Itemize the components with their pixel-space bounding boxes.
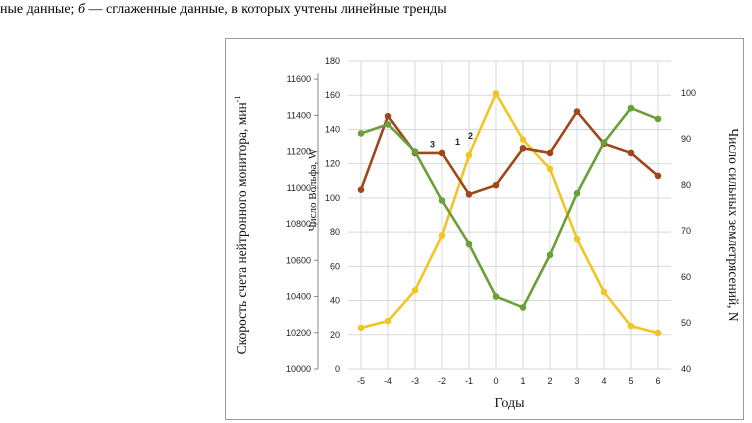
series-1-point xyxy=(654,329,662,337)
series-1-point xyxy=(411,286,419,294)
series-3-point xyxy=(546,251,554,259)
line-chart: 1000010200104001060010800110001120011400… xyxy=(233,56,741,411)
x-axis-tick-label: -5 xyxy=(357,376,365,386)
left-axis-tick-label: 10200 xyxy=(286,328,311,338)
left-axis-title: Скорость счета нейтронного монитора, мин… xyxy=(233,96,249,355)
x-axis-tick-label: 4 xyxy=(601,376,606,386)
mid-axis-tick-label: 140 xyxy=(325,124,340,134)
right-axis-tick-label: 90 xyxy=(681,134,691,144)
mid-axis-tick-label: 100 xyxy=(325,193,340,203)
caption-suffix: — сглаженные данные, в которых учтены ли… xyxy=(85,2,447,17)
mid-axis-tick-label: 180 xyxy=(325,56,340,66)
series-3-line xyxy=(360,106,659,309)
series-2-point xyxy=(519,145,527,152)
left-axis-tick-label: 10600 xyxy=(286,255,311,265)
right-axis-tick-label: 70 xyxy=(681,226,691,236)
right-axis-tick-label: 100 xyxy=(681,88,696,98)
series-2-point xyxy=(384,112,392,120)
chart-frame: 10000 10200 10400 10600 10800 11000 11200 11400… xyxy=(225,38,744,420)
right-axis-tick-label: 40 xyxy=(681,364,691,374)
series-1-line xyxy=(360,92,659,335)
series-1-point xyxy=(465,151,473,159)
series-3-point xyxy=(438,197,446,204)
x-axis-tick-label: -1 xyxy=(465,376,473,386)
series-3-point xyxy=(627,104,635,112)
mid-axis-tick-label: 0 xyxy=(335,364,340,374)
mid-axis-tick-label: 40 xyxy=(330,296,340,306)
series-2-point xyxy=(465,191,473,198)
series-1-point xyxy=(492,90,500,97)
x-axis-tick-label: 2 xyxy=(547,376,552,386)
series-2-point xyxy=(492,181,500,189)
right-axis-tick-label: 60 xyxy=(681,272,691,282)
mid-axis-tick-label: 60 xyxy=(330,261,340,271)
series-1-point xyxy=(384,317,392,325)
mid-axis-tick-label: 20 xyxy=(330,330,340,340)
series-2-label: 2 xyxy=(468,131,473,141)
x-axis-tick-label: 1 xyxy=(520,376,525,386)
mid-axis-tick-label: 80 xyxy=(330,227,340,237)
series-2-point xyxy=(654,172,662,180)
figure-caption: ные данные; б — сглаженные данные, в кот… xyxy=(0,2,447,18)
series-3-point xyxy=(573,189,581,197)
series-3-label: 3 xyxy=(430,140,435,150)
left-axis-tick-label: 11400 xyxy=(287,110,311,120)
series-3-point xyxy=(357,130,365,137)
x-axis-tick-label: 0 xyxy=(493,376,498,386)
x-axis-tick-label: -3 xyxy=(411,376,419,386)
left-axis-tick-label: 11200 xyxy=(287,147,311,157)
series-1-point xyxy=(573,235,581,243)
left-axis-tick-label: 10000 xyxy=(286,364,311,374)
series-3-point xyxy=(519,304,527,311)
caption-prefix: ные данные; xyxy=(0,2,78,17)
series-2-point xyxy=(357,186,365,194)
left-axis-title-superscript: -1 xyxy=(233,96,242,103)
x-axis-tick-label: 5 xyxy=(628,376,633,386)
series-1-point xyxy=(357,324,365,332)
series-3-point xyxy=(411,148,419,155)
series-2-point xyxy=(438,149,446,157)
series-2-point xyxy=(573,108,581,115)
right-axis-title: Число сильных землетрясений, N xyxy=(726,128,741,322)
series-3-point xyxy=(465,240,473,248)
series-3-point xyxy=(600,139,608,146)
x-axis-tick-label: -2 xyxy=(438,376,446,386)
left-axis-tick-label: 10800 xyxy=(286,219,311,229)
x-axis-tick-label: 6 xyxy=(655,376,660,386)
right-axis-tick-label: 80 xyxy=(681,180,691,190)
left-axis-tick-label: 11000 xyxy=(287,183,311,193)
series-1-point xyxy=(627,322,635,330)
x-axis-tick-label: -4 xyxy=(384,376,392,386)
series-1-point xyxy=(519,136,527,144)
series-2-point xyxy=(546,149,554,157)
series-2-line xyxy=(359,110,659,196)
series-1-point xyxy=(438,232,446,239)
series-3-point xyxy=(384,121,392,128)
series-3-point xyxy=(492,293,500,300)
series-3-point xyxy=(654,115,662,123)
mid-axis-title: Число Вольфа, W xyxy=(307,148,319,231)
x-axis-title: Годы xyxy=(495,396,526,411)
mid-axis-tick-label: 120 xyxy=(325,159,340,169)
series-2-point xyxy=(627,149,635,157)
x-axis-tick-label: 3 xyxy=(574,376,579,386)
mid-axis-tick-label: 160 xyxy=(325,90,340,100)
left-axis-tick-label: 10400 xyxy=(286,292,311,302)
caption-italic-letter: б xyxy=(77,2,85,17)
series-1-label: 1 xyxy=(455,137,460,147)
right-axis-tick-label: 50 xyxy=(681,318,691,328)
series-1-point xyxy=(600,288,608,296)
series-1-point xyxy=(546,165,554,173)
left-axis-tick-label: 11600 xyxy=(287,74,311,84)
